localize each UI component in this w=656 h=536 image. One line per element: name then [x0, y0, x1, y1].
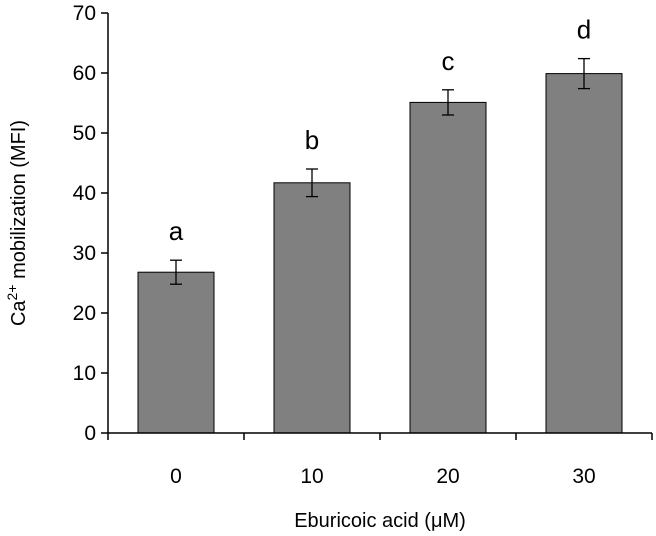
- y-axis-title-prefix: Ca: [8, 300, 30, 326]
- y-axis-title: Ca2+ mobilization (MFI): [4, 120, 30, 326]
- plot-area: 0 10 20 30 40 50 60 70 a 0 b 10 c 20 d 30: [73, 2, 653, 488]
- bar-2: [409, 101, 487, 434]
- significance-label-2: c: [442, 46, 455, 76]
- significance-label-1: b: [305, 125, 319, 155]
- x-tick-label-0: 0: [170, 465, 182, 488]
- y-tick-label-6: 60: [73, 62, 96, 85]
- bar-3: [545, 73, 623, 434]
- y-axis-title-suffix: mobilization (MFI): [8, 120, 30, 284]
- bar-1: [273, 182, 351, 434]
- significance-label-3: d: [577, 15, 591, 45]
- y-tick-label-4: 40: [73, 182, 96, 205]
- y-axis-title-superscript: 2+: [4, 284, 20, 300]
- y-tick-label-3: 30: [73, 242, 96, 265]
- significance-label-0: a: [169, 216, 184, 246]
- x-tick-label-1: 10: [300, 465, 323, 488]
- x-axis-title: Eburicoic acid (μM): [294, 510, 466, 532]
- bar-0: [137, 271, 215, 434]
- y-tick-label-7: 70: [73, 2, 96, 25]
- y-tick-label-0: 0: [84, 422, 96, 445]
- x-tick-label-2: 20: [436, 465, 459, 488]
- y-tick-label-2: 20: [73, 302, 96, 325]
- y-tick-label-5: 50: [73, 122, 96, 145]
- x-tick-label-3: 30: [572, 465, 595, 488]
- y-tick-label-1: 10: [73, 362, 96, 385]
